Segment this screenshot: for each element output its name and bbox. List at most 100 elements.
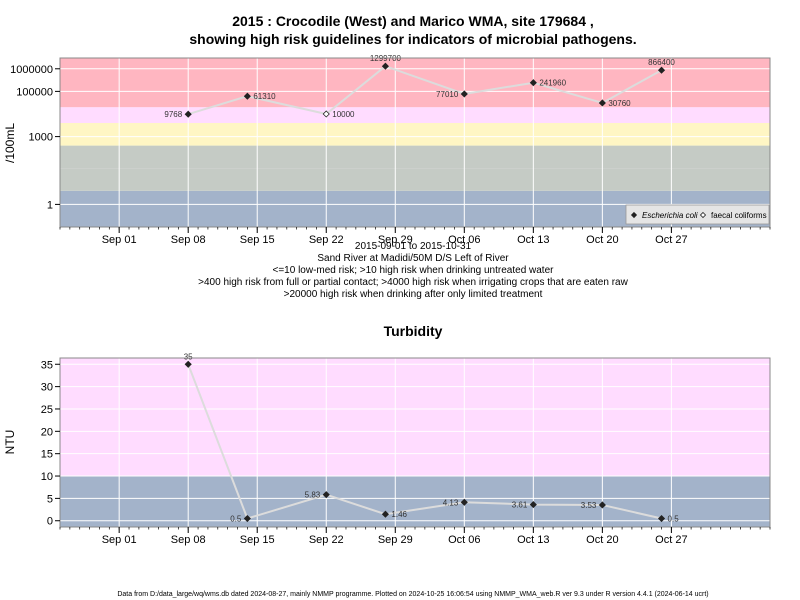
chart1-title-line1: 2015 : Crocodile (West) and Marico WMA, … xyxy=(232,13,594,29)
y-tick-label-1: 5 xyxy=(47,493,53,505)
chart1-y-axis: 1 1000 100000 1000000 xyxy=(10,64,60,211)
x-tick-label-7: Oct 20 xyxy=(586,534,618,546)
data-point-5 xyxy=(529,79,537,87)
risk-band-4 xyxy=(60,107,770,123)
x-tick-label-8: Oct 27 xyxy=(655,234,687,246)
y-tick-label-1: 1000 xyxy=(29,132,53,144)
chart2-bands xyxy=(60,358,770,527)
y-tick-label-3: 1000000 xyxy=(10,64,53,76)
y-tick-label-2: 10 xyxy=(41,471,53,483)
data-point-1 xyxy=(243,514,251,523)
chart2-title: Turbidity xyxy=(384,323,443,339)
legend-ecoli-label: Escherichia coli xyxy=(642,211,698,220)
data-point-7 xyxy=(657,66,666,74)
data-point-1 xyxy=(243,92,251,100)
microbial-chart: 2015 : Crocodile (West) and Marico WMA, … xyxy=(3,13,771,300)
data-label-2: 10000 xyxy=(332,110,355,119)
x-tick-label-8: Oct 27 xyxy=(655,534,687,546)
data-label-0: 9768 xyxy=(164,110,182,119)
chart1-legend: Escherichia coli faecal coliforms xyxy=(625,204,770,225)
x-tick-label-2: Sep 15 xyxy=(240,234,275,246)
risk-band-0 xyxy=(60,476,770,527)
series-line xyxy=(187,65,663,116)
data-label-2: 5.83 xyxy=(305,491,321,500)
chart2-x-axis: Sep 01 Sep 08 Sep 15 Sep 22 Sep 29 Oct 06 Oct … xyxy=(59,527,771,546)
x-tick-label-1: Sep 08 xyxy=(171,234,206,246)
x-tick-label-3: Sep 22 xyxy=(309,534,344,546)
y-tick-label-7: 35 xyxy=(41,359,53,371)
legend-box xyxy=(625,204,770,225)
note-site: Sand River at Madidi/50M D/S Left of Riv… xyxy=(317,253,509,264)
data-point-4 xyxy=(460,90,468,98)
data-point-2 xyxy=(322,110,330,118)
note-date-range: 2015-09-01 to 2015-10-31 xyxy=(355,241,472,252)
chart1-series-lines xyxy=(187,65,663,116)
risk-band-5 xyxy=(60,58,770,108)
chart1-x-axis: Sep 01 Sep 08 Sep 15 Sep 22 Sep 29 Oct 06 Oct … xyxy=(59,227,771,246)
x-tick-label-0: Sep 01 xyxy=(102,534,137,546)
data-label-5: 241960 xyxy=(539,79,566,88)
chart1-y-label: /100mL xyxy=(3,123,17,163)
chart1-notes: 2015-09-01 to 2015-10-31 Sand River at M… xyxy=(198,241,628,300)
data-label-1: 61310 xyxy=(253,92,276,101)
chart1-points xyxy=(184,62,666,118)
data-label-4: 77010 xyxy=(436,90,459,99)
data-label-4: 4.13 xyxy=(443,498,459,507)
chart1-title-line2: showing high risk guidelines for indicat… xyxy=(189,31,636,47)
x-tick-label-7: Oct 20 xyxy=(586,234,618,246)
data-point-0 xyxy=(184,110,192,118)
data-label-5: 3.61 xyxy=(512,501,528,510)
data-label-6: 30760 xyxy=(608,99,631,108)
y-tick-label-6: 30 xyxy=(41,382,53,394)
x-tick-label-3: Sep 22 xyxy=(309,234,344,246)
data-point-2 xyxy=(322,491,330,499)
x-tick-label-6: Oct 13 xyxy=(517,234,549,246)
x-tick-label-2: Sep 15 xyxy=(240,534,275,546)
data-point-6 xyxy=(598,501,606,509)
note-guideline-3: >20000 high risk when drinking after onl… xyxy=(284,289,543,300)
data-point-0 xyxy=(184,360,192,368)
legend-ecoli-marker xyxy=(630,211,638,219)
y-tick-label-5: 25 xyxy=(41,404,53,416)
risk-band-3 xyxy=(60,122,770,146)
risk-band-1 xyxy=(60,358,770,477)
footer-note: Data from D:/data_large/wq/wms.db dated … xyxy=(117,591,708,598)
risk-band-1 xyxy=(60,168,770,191)
chart1-risk-bands xyxy=(60,58,770,227)
chart2-grid xyxy=(60,358,770,527)
y-tick-label-0: 1 xyxy=(47,199,53,211)
data-label-6: 3.53 xyxy=(581,501,597,510)
legend-faecal-marker xyxy=(699,211,707,219)
series-line xyxy=(187,363,662,520)
risk-band-2 xyxy=(60,145,770,169)
data-label-0: 35 xyxy=(184,352,193,361)
note-guideline-2: >400 high risk from full or partial cont… xyxy=(198,277,628,288)
y-tick-label-2: 100000 xyxy=(16,86,53,98)
x-tick-label-5: Oct 06 xyxy=(448,234,480,246)
data-label-7: 866400 xyxy=(648,58,675,67)
data-label-3: 1299700 xyxy=(370,54,402,63)
data-label-1: 0.5 xyxy=(230,515,242,524)
x-tick-label-4: Sep 29 xyxy=(378,234,413,246)
data-label-3: 1.46 xyxy=(391,510,407,519)
data-point-4 xyxy=(460,498,468,506)
y-tick-label-0: 0 xyxy=(47,516,53,528)
data-point-5 xyxy=(529,501,537,509)
data-point-7 xyxy=(657,514,666,523)
data-point-6 xyxy=(598,99,606,107)
note-guideline-1: <=10 low-med risk; >10 high risk when dr… xyxy=(273,265,555,276)
y-tick-label-3: 15 xyxy=(41,449,53,461)
y-tick-label-4: 20 xyxy=(41,426,53,438)
chart2-series-lines xyxy=(187,363,662,520)
turbidity-chart: Turbidity 35 0.5 5.83 1.46 4.13 3.61 3.53 0.5 0… xyxy=(3,323,771,546)
x-tick-label-0: Sep 01 xyxy=(102,234,137,246)
x-tick-label-6: Oct 13 xyxy=(517,534,549,546)
data-point-3 xyxy=(381,510,389,518)
data-label-7: 0.5 xyxy=(668,515,680,524)
legend-faecal-label: faecal coliforms xyxy=(711,211,767,220)
chart2-y-axis: 0 5 10 15 20 25 30 35 xyxy=(41,359,60,528)
x-tick-label-5: Oct 06 xyxy=(448,534,480,546)
data-point-3 xyxy=(381,62,389,70)
x-tick-label-1: Sep 08 xyxy=(171,534,206,546)
